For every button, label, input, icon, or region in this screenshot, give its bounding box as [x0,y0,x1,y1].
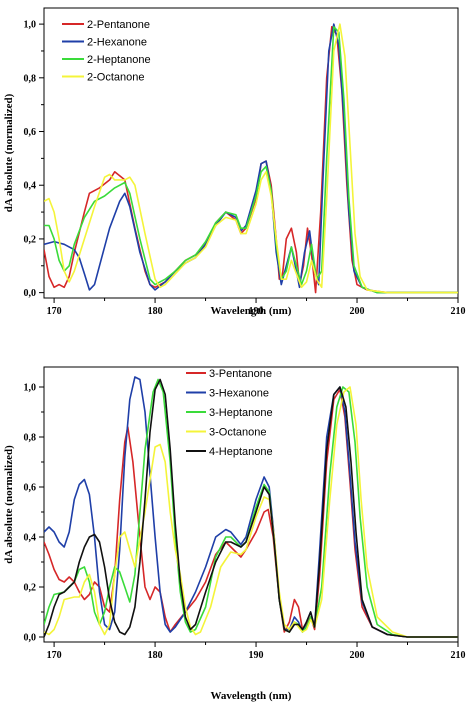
legend-label: 3-Pentanone [209,368,272,380]
x-tick-label: 200 [350,650,365,661]
y-tick-label: 0,0 [24,633,37,644]
series-line-3-octanone [44,386,458,638]
plot-area: 170 180 190 200 210 0,0 0,2 0,4 0,6 0,8 1,0 Wavelen… [3,7,466,317]
y-tick-label: 0,2 [24,234,37,245]
series-group [44,23,458,294]
y-tick-label: 0,8 [24,433,37,444]
series-line-2-pentanone [44,25,458,294]
y-tick-label: 0,4 [24,533,37,544]
series-group [44,376,458,638]
x-tick-label: 190 [249,650,264,661]
legend-label: 2-Pentanone [87,19,150,31]
x-tick-label: 210 [451,306,466,317]
series-line-2-heptanone [44,25,458,294]
y-tick-label: 0,6 [24,483,37,494]
y-tick-label: 0,8 [24,73,37,84]
plot-frame [43,7,459,299]
series-line-4-heptanone [44,378,458,638]
y-axis-label: dA absolute (normalized) [3,93,15,212]
legend-label: 2-Octanone [87,72,144,84]
y-tick-label: 0,6 [24,127,37,138]
y-tick-label: 1,0 [24,383,37,394]
series-line-3-hexanone [44,376,458,638]
x-tick-label: 190 [249,306,264,317]
legend-label: 2-Heptanone [87,54,151,66]
legend-label: 3-Hexanone [209,388,269,400]
y-tick-label: 0,4 [24,181,37,192]
x-tick-label: 180 [148,306,163,317]
plot-frame [43,366,459,643]
y-tick-label: 0,2 [24,583,37,594]
x-tick-label: 210 [451,650,466,661]
x-axis-label: Wavelength (nm) [211,305,292,317]
series-line-2-octanone [44,23,458,294]
x-tick-label: 170 [47,306,62,317]
x-tick-label: 170 [47,650,62,661]
x-axis-label: Wavelength (nm) [211,690,292,702]
legend-label: 3-Octanone [209,427,266,439]
plot-area: 170 180 190 200 210 0,0 0,2 0,4 0,6 0,8 1,0 Wavelen… [3,366,466,702]
y-axis-label: dA absolute (normalized) [3,445,15,564]
chart-bottom: 170 180 190 200 210 0,0 0,2 0,4 0,6 0,8 1,0 Wavelen… [3,366,466,702]
y-tick-label: 0,0 [24,288,37,299]
series-line-3-pentanone [44,388,458,638]
x-tick-label: 180 [148,650,163,661]
y-tick-label: 1,0 [24,20,37,31]
x-tick-label: 200 [350,306,365,317]
series-line-3-heptanone [44,378,458,638]
legend-label: 4-Heptanone [209,446,273,458]
legend-label: 2-Hexanone [87,37,147,49]
legend-label: 3-Heptanone [209,407,273,419]
chart-top: 170 180 190 200 210 0,0 0,2 0,4 0,6 0,8 1,0 Wavelen… [3,7,466,317]
